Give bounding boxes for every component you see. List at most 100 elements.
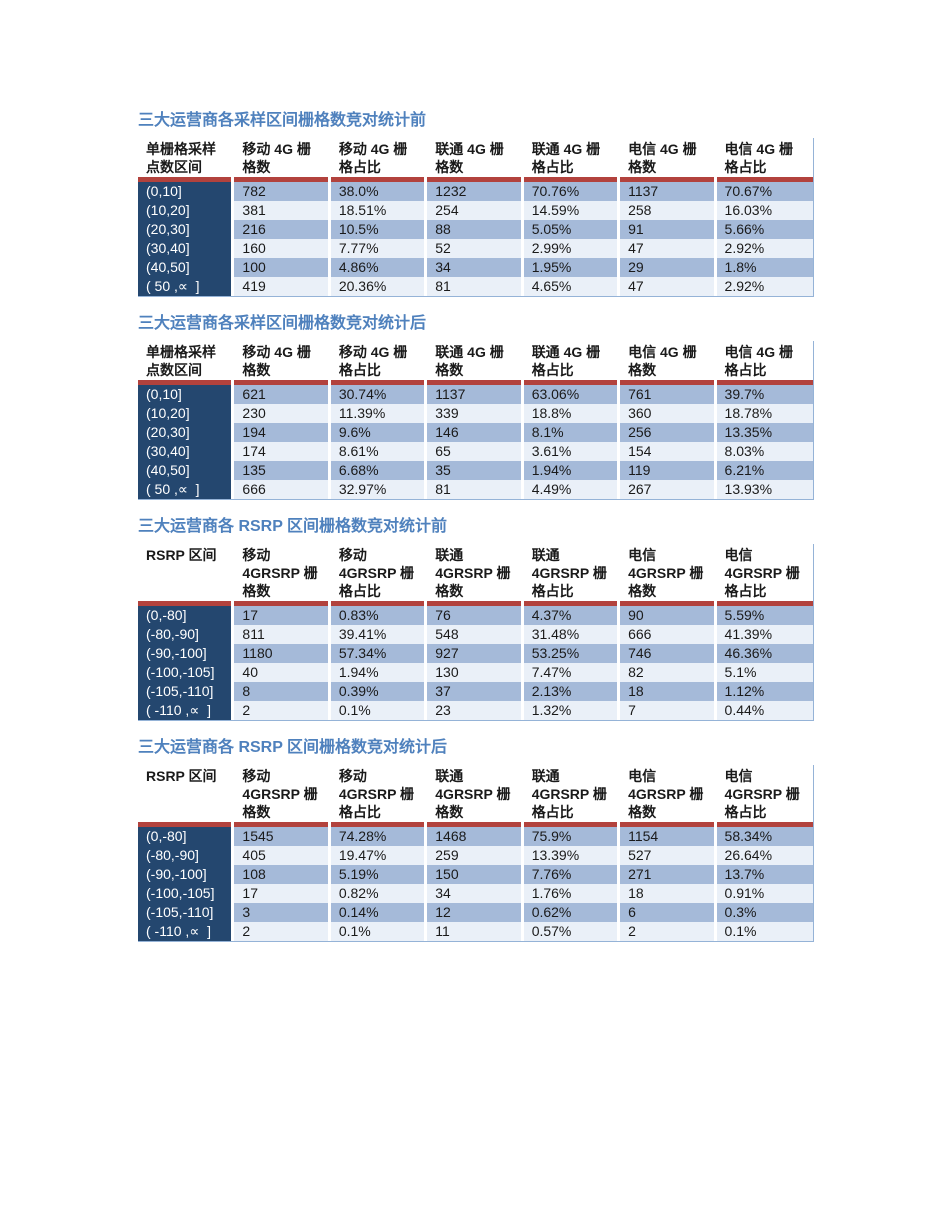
value-cell: 1.95% <box>523 258 621 277</box>
divider-segment <box>330 822 428 827</box>
table-row: (-100,-105] 40 1.94% 130 7.47% 82 5.1% <box>138 663 813 682</box>
value-cell: 4.86% <box>330 258 428 277</box>
value-cell: 14.59% <box>523 201 621 220</box>
row-label: (0,10] <box>138 385 235 404</box>
value-cell: 46.36% <box>716 644 813 663</box>
value-cell: 1.12% <box>716 682 813 701</box>
divider-segment <box>716 822 813 827</box>
divider-segment <box>716 601 813 606</box>
header-row: RSRP 区间 移动 4GRSRP 栅 格数 移动 4GRSRP 栅 格占比 联通 4… <box>138 544 813 601</box>
table-row: (-80,-90] 405 19.47% 259 13.39% 527 26.64% <box>138 846 813 865</box>
row-label: (0,10] <box>138 182 235 201</box>
value-cell: 11 <box>427 922 524 941</box>
value-cell: 13.39% <box>523 846 621 865</box>
divider-segment <box>427 177 524 182</box>
table-row: (-100,-105] 17 0.82% 34 1.76% 18 0.91% <box>138 884 813 903</box>
value-cell: 18 <box>620 884 717 903</box>
value-cell: 23 <box>427 701 524 720</box>
divider-segment <box>427 380 524 385</box>
value-cell: 29 <box>620 258 717 277</box>
value-cell: 0.83% <box>330 606 428 625</box>
value-cell: 7.76% <box>523 865 621 884</box>
value-cell: 58.34% <box>716 827 813 846</box>
table-row: (-90,-100] 1180 57.34% 927 53.25% 746 46.36% <box>138 644 813 663</box>
row-label: (-100,-105] <box>138 884 235 903</box>
row-label: (40,50] <box>138 461 235 480</box>
table-row: ( 50 ,∝ ] 666 32.97% 81 4.49% 267 13.93% <box>138 480 813 499</box>
section-title: 三大运营商各采样区间栅格数竞对统计前 <box>138 112 427 129</box>
value-cell: 135 <box>234 461 331 480</box>
value-cell: 11.39% <box>330 404 428 423</box>
value-cell: 100 <box>234 258 331 277</box>
value-cell: 1.94% <box>523 461 621 480</box>
column-header: 电信 4GRSRP 栅 格数 <box>620 765 717 822</box>
row-label: ( -110 ,∝ ] <box>138 922 235 941</box>
value-cell: 7 <box>620 701 717 720</box>
value-cell: 146 <box>427 423 524 442</box>
table-row: ( -110 ,∝ ] 2 0.1% 23 1.32% 7 0.44% <box>138 701 813 720</box>
value-cell: 1545 <box>234 827 331 846</box>
column-header: 电信 4GRSRP 栅 格占比 <box>716 765 813 822</box>
column-header: 电信 4G 栅 格数 <box>620 341 717 380</box>
table-row: (-90,-100] 108 5.19% 150 7.76% 271 13.7% <box>138 865 813 884</box>
row-label: (20,30] <box>138 220 235 239</box>
table-section: 三大运营商各 RSRP 区间栅格数竞对统计前 RSRP 区间 移动 4GRSRP 栅… <box>138 518 814 721</box>
value-cell: 0.1% <box>330 701 428 720</box>
row-label: ( -110 ,∝ ] <box>138 701 235 720</box>
divider-segment <box>620 177 717 182</box>
value-cell: 666 <box>620 625 717 644</box>
divider-segment <box>234 380 331 385</box>
table-row: (20,30] 194 9.6% 146 8.1% 256 13.35% <box>138 423 813 442</box>
row-label: (20,30] <box>138 423 235 442</box>
value-cell: 1468 <box>427 827 524 846</box>
value-cell: 927 <box>427 644 524 663</box>
value-cell: 82 <box>620 663 717 682</box>
stats-table: 单栅格采样 点数区间 移动 4G 栅 格数 移动 4G 栅 格占比 联通 4G 栅 格… <box>138 138 814 297</box>
value-cell: 0.82% <box>330 884 428 903</box>
header-row: RSRP 区间 移动 4GRSRP 栅 格数 移动 4GRSRP 栅 格占比 联通 4… <box>138 765 813 822</box>
value-cell: 666 <box>234 480 331 499</box>
value-cell: 194 <box>234 423 331 442</box>
value-cell: 2 <box>234 922 331 941</box>
divider-segment <box>330 601 428 606</box>
value-cell: 18.8% <box>523 404 621 423</box>
value-cell: 4.49% <box>523 480 621 499</box>
value-cell: 2.99% <box>523 239 621 258</box>
column-header: 联通 4GRSRP 栅 格数 <box>427 544 524 601</box>
column-header: 单栅格采样 点数区间 <box>138 341 235 380</box>
value-cell: 5.19% <box>330 865 428 884</box>
value-cell: 256 <box>620 423 717 442</box>
column-header: 移动 4GRSRP 栅 格数 <box>234 765 331 822</box>
value-cell: 782 <box>234 182 331 201</box>
value-cell: 38.0% <box>330 182 428 201</box>
value-cell: 40 <box>234 663 331 682</box>
row-label: (-105,-110] <box>138 682 235 701</box>
value-cell: 2.92% <box>716 277 813 296</box>
value-cell: 108 <box>234 865 331 884</box>
value-cell: 2 <box>620 922 717 941</box>
table-row: (0,-80] 17 0.83% 76 4.37% 90 5.59% <box>138 606 813 625</box>
value-cell: 63.06% <box>523 385 621 404</box>
column-header: 联通 4G 栅 格占比 <box>523 138 621 177</box>
row-label: (40,50] <box>138 258 235 277</box>
value-cell: 91 <box>620 220 717 239</box>
table-section: 三大运营商各采样区间栅格数竞对统计前单栅格采样 点数区间 移动 4G 栅 格数 移动… <box>138 112 814 297</box>
row-label: ( 50 ,∝ ] <box>138 480 235 499</box>
section-title: 三大运营商各 RSRP 区间栅格数竞对统计后 <box>138 739 448 756</box>
value-cell: 12 <box>427 903 524 922</box>
value-cell: 4.37% <box>523 606 621 625</box>
divider-segment <box>330 177 428 182</box>
value-cell: 52 <box>427 239 524 258</box>
column-header: 电信 4GRSRP 栅 格数 <box>620 544 717 601</box>
value-cell: 20.36% <box>330 277 428 296</box>
value-cell: 41.39% <box>716 625 813 644</box>
stats-table: RSRP 区间 移动 4GRSRP 栅 格数 移动 4GRSRP 栅 格占比 联通 4… <box>138 765 814 942</box>
row-label: (-100,-105] <box>138 663 235 682</box>
column-header: 移动 4G 栅 格占比 <box>330 138 428 177</box>
value-cell: 13.93% <box>716 480 813 499</box>
value-cell: 548 <box>427 625 524 644</box>
divider-segment <box>523 380 621 385</box>
table-row: (10,20] 230 11.39% 339 18.8% 360 18.78% <box>138 404 813 423</box>
column-header: RSRP 区间 <box>138 765 235 822</box>
value-cell: 81 <box>427 480 524 499</box>
